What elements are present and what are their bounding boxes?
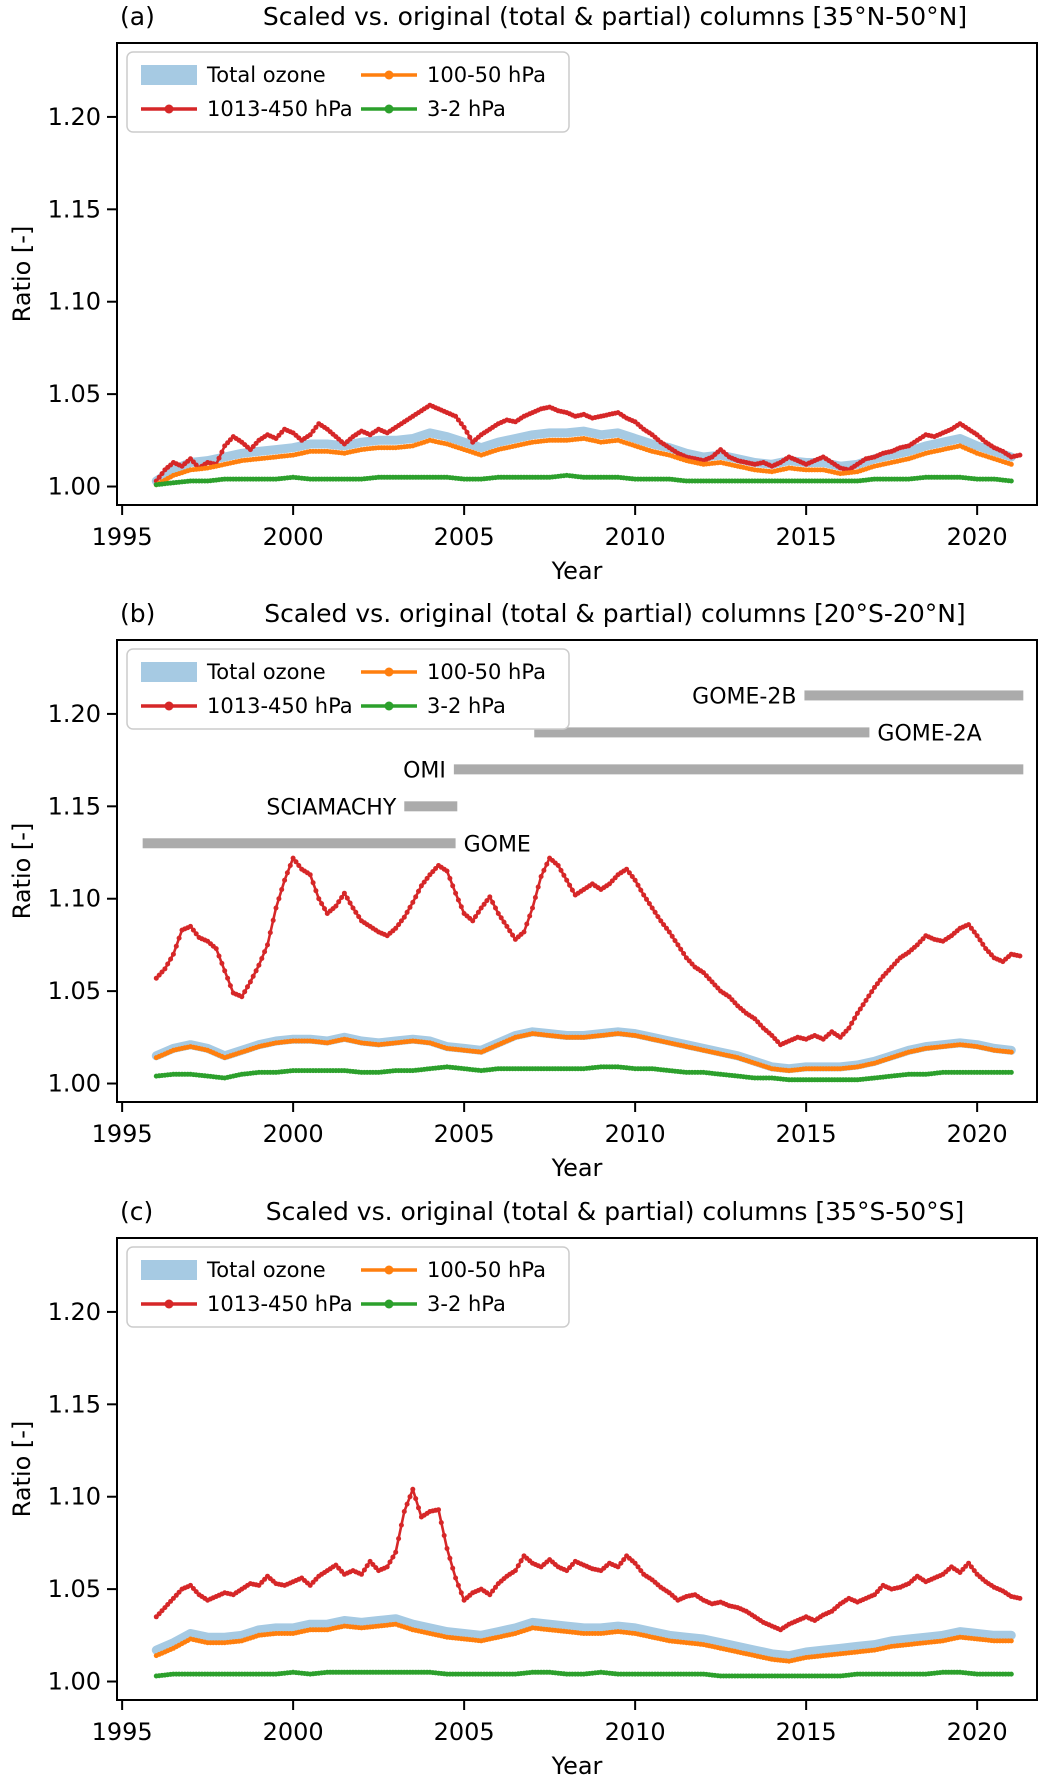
y-tick-label: 1.10 bbox=[48, 1483, 101, 1511]
legend-label-100-50-hpa: 100-50 hPa bbox=[427, 1258, 546, 1282]
panel-c-label: (c) bbox=[120, 1197, 153, 1226]
instrument-label-sciamachy: SCIAMACHY bbox=[266, 795, 396, 820]
x-tick-label: 2010 bbox=[605, 1718, 666, 1746]
series-1013-450-hpa bbox=[153, 855, 1023, 1048]
x-tick-label: 2000 bbox=[263, 1718, 324, 1746]
x-tick-label: 2010 bbox=[605, 523, 666, 551]
legend-label-100-50-hpa: 100-50 hPa bbox=[427, 63, 546, 87]
instrument-bar-gome bbox=[142, 838, 456, 849]
series-1013-450-hpa bbox=[153, 402, 1023, 484]
instrument-label-gome-2a: GOME-2A bbox=[877, 721, 981, 746]
x-tick-label: 2015 bbox=[776, 1718, 837, 1746]
series-3-2-hpa bbox=[153, 472, 1014, 488]
x-tick-label: 1995 bbox=[92, 523, 153, 551]
instrument-bar-gome-2b bbox=[804, 690, 1024, 701]
x-tick-label: 2020 bbox=[947, 1718, 1008, 1746]
x-tick-label: 2000 bbox=[263, 523, 324, 551]
panel-b-label: (b) bbox=[120, 599, 155, 628]
y-tick-label: 1.05 bbox=[48, 380, 101, 408]
legend-label-3-2-hpa: 3-2 hPa bbox=[427, 1292, 506, 1316]
y-tick-label: 1.00 bbox=[48, 1070, 101, 1098]
legend-label-total-ozone: Total ozone bbox=[206, 63, 326, 87]
x-tick-label: 2000 bbox=[263, 1120, 324, 1148]
panel-b-title: Scaled vs. original (total & partial) co… bbox=[264, 599, 965, 628]
y-tick-label: 1.00 bbox=[48, 473, 101, 501]
y-tick-label: 1.10 bbox=[48, 288, 101, 316]
y-tick-label: 1.05 bbox=[48, 1575, 101, 1603]
y-tick-label: 1.20 bbox=[48, 103, 101, 131]
x-tick-label: 2005 bbox=[434, 1120, 495, 1148]
x-tick-label: 1995 bbox=[92, 1718, 153, 1746]
x-tick-label: 2010 bbox=[605, 1120, 666, 1148]
series-3-2-hpa bbox=[153, 1064, 1014, 1083]
series-100-50-hpa bbox=[153, 1031, 1014, 1074]
y-tick-label: 1.15 bbox=[48, 792, 101, 820]
series-total-ozone bbox=[151, 1614, 1016, 1661]
legend-label-1013-450-hpa: 1013-450 hPa bbox=[207, 694, 353, 718]
x-tick-label: 2015 bbox=[776, 523, 837, 551]
y-axis-label: Ratio [-] bbox=[8, 823, 36, 920]
legend-label-1013-450-hpa: 1013-450 hPa bbox=[207, 97, 353, 121]
x-tick-label: 2020 bbox=[947, 523, 1008, 551]
instrument-label-gome-2b: GOME-2B bbox=[692, 684, 796, 709]
x-axis-label: Year bbox=[551, 1154, 603, 1182]
panel-c: (c) Scaled vs. original (total & partial)… bbox=[8, 1197, 1038, 1777]
panel-b-legend: Total ozone 1013-450 hPa 100-50 hPa 3-2 hPa bbox=[126, 648, 570, 730]
legend-label-3-2-hpa: 3-2 hPa bbox=[427, 97, 506, 121]
panel-a-title: Scaled vs. original (total & partial) co… bbox=[263, 2, 967, 31]
panel-a-axes-box bbox=[116, 42, 1038, 506]
panel-b: (b) Scaled vs. original (total & partial)… bbox=[8, 599, 1038, 1182]
panel-a-label: (a) bbox=[120, 2, 155, 31]
series-1013-450-hpa bbox=[153, 1486, 1023, 1633]
x-axis-label: Year bbox=[551, 1752, 603, 1777]
panel-c-legend: Total ozone 1013-450 hPa 100-50 hPa 3-2 hPa bbox=[126, 1246, 570, 1328]
y-tick-label: 1.10 bbox=[48, 885, 101, 913]
series-100-50-hpa bbox=[153, 436, 1014, 488]
panel-c-title: Scaled vs. original (total & partial) co… bbox=[266, 1197, 965, 1226]
y-axis-label: Ratio [-] bbox=[8, 226, 36, 323]
series-3-2-hpa bbox=[153, 1669, 1014, 1679]
series-100-50-hpa bbox=[153, 1621, 1014, 1664]
instrument-bar-omi bbox=[453, 764, 1024, 775]
y-tick-label: 1.05 bbox=[48, 977, 101, 1005]
x-tick-label: 2005 bbox=[434, 1718, 495, 1746]
x-tick-label: 2005 bbox=[434, 523, 495, 551]
y-axis-label: Ratio [-] bbox=[8, 1421, 36, 1518]
panel-c-axes-box bbox=[116, 1237, 1038, 1701]
instrument-label-omi: OMI bbox=[403, 758, 446, 783]
y-tick-label: 1.15 bbox=[48, 1390, 101, 1418]
legend-label-1013-450-hpa: 1013-450 hPa bbox=[207, 1292, 353, 1316]
x-tick-label: 2015 bbox=[776, 1120, 837, 1148]
instrument-bar-gome-2a bbox=[534, 727, 870, 738]
panel-a: (a) Scaled vs. original (total & partial)… bbox=[8, 2, 1038, 585]
x-axis-label: Year bbox=[551, 557, 603, 585]
panel-b-axes-box bbox=[116, 639, 1038, 1103]
legend-label-3-2-hpa: 3-2 hPa bbox=[427, 694, 506, 718]
legend-label-total-ozone: Total ozone bbox=[206, 1258, 326, 1282]
panel-a-legend: Total ozone 1013-450 hPa 100-50 hPa 3-2 hPa bbox=[126, 51, 570, 133]
instrument-bar-sciamachy bbox=[404, 801, 458, 812]
x-tick-label: 1995 bbox=[92, 1120, 153, 1148]
legend-label-total-ozone: Total ozone bbox=[206, 660, 326, 684]
y-tick-label: 1.20 bbox=[48, 1298, 101, 1326]
legend-label-100-50-hpa: 100-50 hPa bbox=[427, 660, 546, 684]
x-tick-label: 2020 bbox=[947, 1120, 1008, 1148]
instrument-label-gome: GOME bbox=[464, 832, 531, 857]
y-tick-label: 1.15 bbox=[48, 195, 101, 223]
y-tick-label: 1.20 bbox=[48, 700, 101, 728]
y-tick-label: 1.00 bbox=[48, 1668, 101, 1696]
